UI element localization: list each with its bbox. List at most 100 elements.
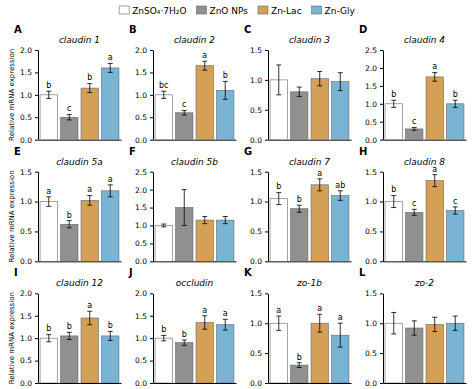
y-tick: 1.5 (135, 312, 153, 321)
x-axis-line (39, 140, 122, 141)
panel-label: F (129, 146, 136, 157)
y-tick-label: 0.0 (20, 379, 32, 388)
y-tick-label: 1.0 (135, 91, 147, 100)
x-axis (154, 261, 237, 262)
y-tick-label: 1.5 (250, 168, 262, 177)
y-tick-mark (380, 323, 383, 324)
x-axis (154, 140, 237, 141)
bar (196, 322, 213, 383)
y-tick: 0.5 (365, 227, 383, 236)
panel: 0.00.51.01.5abaaKzo-1b (244, 267, 352, 388)
legend-item: Zn-Gly (312, 6, 356, 16)
y-tick-label: 1.5 (365, 82, 377, 91)
y-tick-mark (380, 293, 383, 294)
plot-area (385, 312, 464, 383)
error-bar (297, 205, 302, 212)
panel-title: claudin 12 (56, 278, 103, 288)
y-axis-line (268, 172, 269, 262)
y-tick-mark (380, 50, 383, 51)
y-tick-label: 1.5 (20, 312, 32, 321)
y-tick-label: 1.0 (250, 319, 262, 328)
y-tick: 1.5 (250, 46, 268, 55)
y-tick-label: 0.5 (250, 227, 262, 236)
plot-area (40, 185, 119, 262)
y-tick: 0.0 (250, 379, 268, 388)
y-tick-label: 0.5 (20, 113, 32, 122)
y-tick-mark (265, 353, 268, 354)
y-tick-label: 0.5 (250, 349, 262, 358)
y-tick: 1.5 (135, 203, 153, 212)
bar (40, 95, 57, 140)
error-bar (276, 193, 281, 205)
panel-title: zo-2 (414, 278, 434, 288)
y-tick-label: 2.5 (135, 168, 147, 177)
error-bar (223, 319, 228, 330)
error-bar (453, 316, 458, 330)
significance-label: a (87, 185, 92, 194)
y-tick: 2.0 (20, 46, 38, 55)
y-tick-mark (380, 140, 383, 141)
significance-label: a (108, 53, 113, 62)
panel: 0.00.51.01.52.0bcbaAclaudin 1Relative mR… (8, 24, 122, 145)
bar (426, 324, 443, 383)
legend-label: Zn-Lac (271, 6, 302, 16)
y-tick-label: 2.0 (135, 186, 147, 195)
error-bar (67, 221, 72, 228)
bar (406, 328, 423, 383)
y-tick: 0.5 (20, 356, 38, 365)
y-tick-label: 0.5 (135, 239, 147, 248)
y-tick-mark (265, 140, 268, 141)
y-tick-mark (150, 243, 153, 244)
significance-label: b (108, 321, 113, 330)
bar (40, 202, 57, 262)
y-tick-mark (35, 172, 38, 173)
error-bar (317, 179, 322, 191)
y-tick-label: 0.5 (135, 356, 147, 365)
panel: 0.00.51.01.52.0bbaaJoccludin (128, 267, 237, 388)
y-tick: 0.5 (250, 349, 268, 358)
y-tick: 1.5 (20, 168, 38, 177)
y-tick-label: 1.5 (365, 168, 377, 177)
y-tick: 1.5 (250, 168, 268, 177)
y-tick-label: 1.0 (365, 100, 377, 109)
legend-swatch (312, 6, 322, 14)
y-axis-line (38, 51, 39, 141)
panel-title: claudin 3 (289, 35, 330, 45)
significance-label: a (108, 175, 113, 184)
bar (81, 318, 98, 383)
error-bar (412, 321, 417, 335)
significance-label: c (412, 117, 416, 126)
panel-label: H (359, 146, 367, 157)
y-tick: 2.0 (135, 186, 153, 195)
y-tick-mark (265, 231, 268, 232)
y-tick: 1.0 (250, 197, 268, 206)
y-axis-line (268, 51, 269, 141)
plot-area (385, 73, 464, 140)
y-tick-label: 1.5 (20, 68, 32, 77)
y-tick: 1.0 (135, 91, 153, 100)
y-tick-mark (35, 383, 38, 384)
y-tick-label: 0.5 (250, 106, 262, 115)
y-tick-mark (150, 208, 153, 209)
bar (447, 211, 464, 262)
y-tick-mark (35, 95, 38, 96)
significance-label: b (391, 185, 396, 194)
y-tick: 2.0 (365, 64, 383, 73)
y-tick-label: 1.0 (250, 76, 262, 85)
bar (102, 191, 119, 262)
y-tick: 0.0 (20, 257, 38, 266)
x-axis-line (269, 383, 352, 384)
y-tick: 0.0 (250, 136, 268, 145)
y-axis-line (153, 172, 154, 262)
error-bar (412, 209, 417, 215)
y-tick: 1.0 (250, 319, 268, 328)
bar (426, 77, 443, 140)
y-tick-label: 0.0 (135, 379, 147, 388)
y-tick-label: 0.0 (250, 136, 262, 145)
x-axis (269, 140, 352, 141)
y-tick-label: 2.0 (20, 289, 32, 298)
panel-title: zo-1b (296, 278, 322, 288)
error-bar (46, 91, 51, 98)
significance-label: a (202, 306, 207, 315)
y-tick-mark (35, 50, 38, 51)
